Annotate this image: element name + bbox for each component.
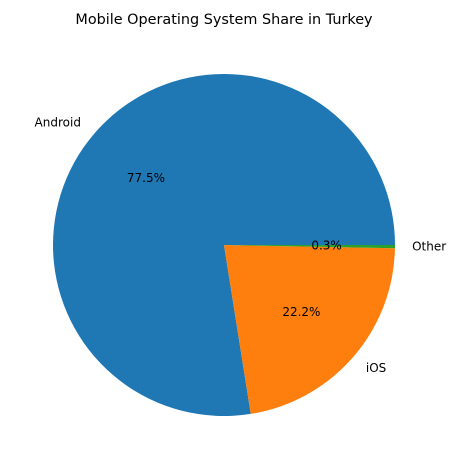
slice-label-other: Other bbox=[412, 239, 446, 253]
slice-label-android: Android bbox=[35, 115, 81, 129]
pie-slice-ios bbox=[224, 245, 395, 414]
pie-labels: Android 77.5% iOS 22.2% Other 0.3% bbox=[35, 115, 447, 375]
slice-percent-ios: 22.2% bbox=[282, 305, 320, 319]
pie-slices bbox=[52, 74, 395, 417]
slice-percent-android: 77.5% bbox=[127, 171, 165, 185]
chart-title: Mobile Operating System Share in Turkey bbox=[75, 12, 373, 28]
slice-label-ios: iOS bbox=[366, 361, 386, 375]
pie-slice-other bbox=[224, 245, 395, 249]
slice-percent-other: 0.3% bbox=[311, 238, 342, 252]
